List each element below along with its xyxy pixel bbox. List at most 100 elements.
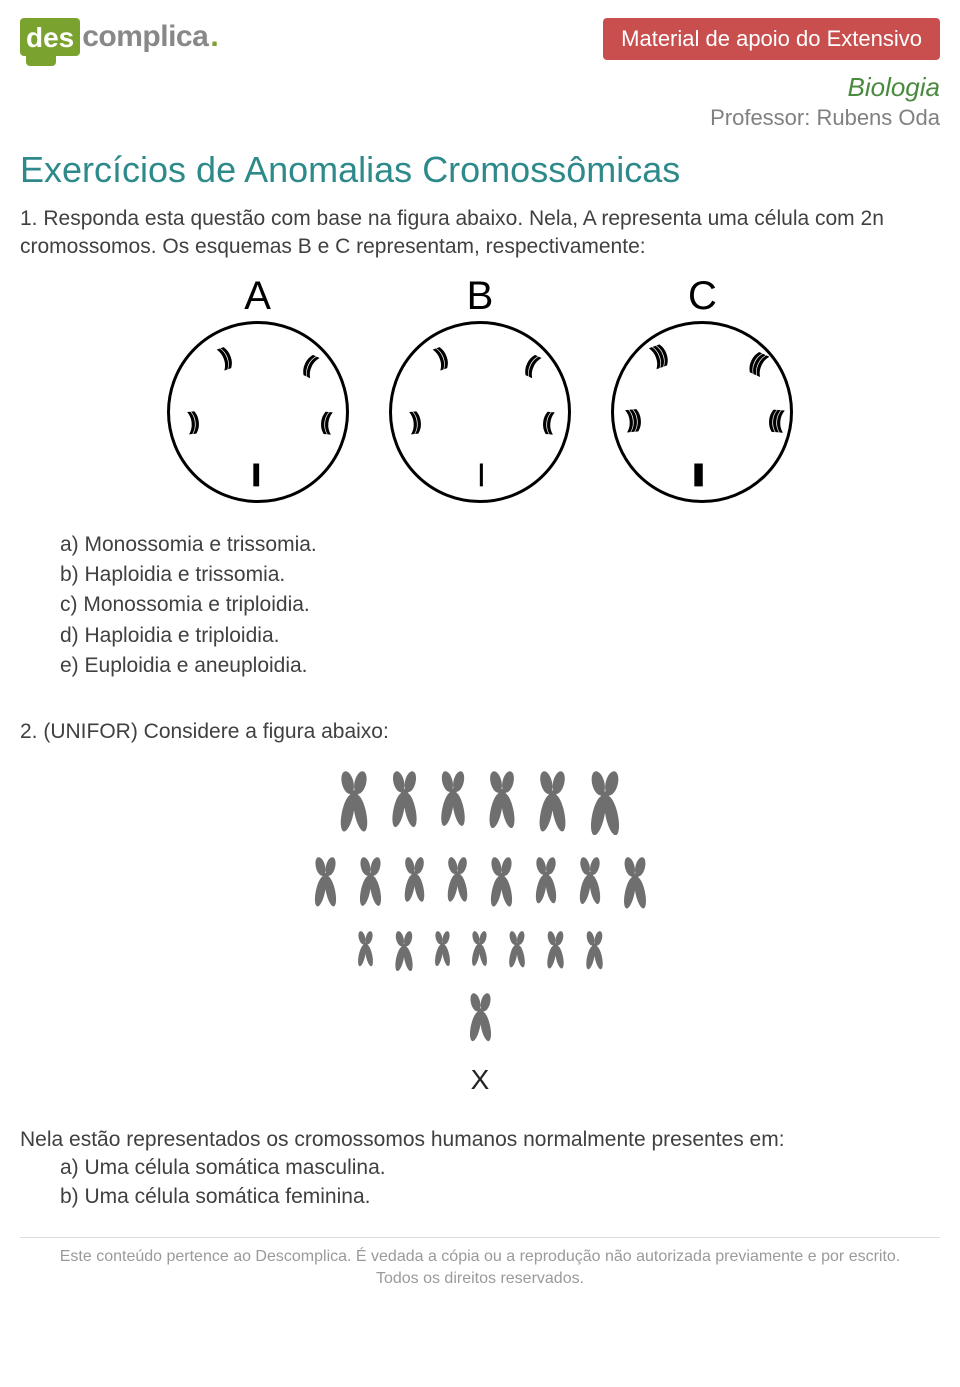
chromosome-icon	[356, 931, 375, 966]
q1-option-d: d) Haploidia e triploidia.	[60, 622, 940, 650]
logo-dot: .	[210, 20, 218, 54]
cell-a: A )) (( )) (( ||	[167, 274, 349, 503]
chromosome-icon	[486, 771, 518, 836]
q1-option-a: a) Monossomia e trissomia.	[60, 531, 940, 559]
page-title: Exercícios de Anomalias Cromossômicas	[20, 149, 940, 191]
cell-b-circle: )) (( )) (( |	[389, 321, 571, 503]
karyotype-diagram: X	[20, 771, 940, 1096]
chromosome-icon	[337, 771, 371, 832]
chromosome-icon	[584, 931, 605, 971]
chromosome-icon	[470, 931, 489, 971]
chromosome-icon	[389, 771, 420, 827]
chromosome-icon	[445, 857, 470, 909]
karyotype-row-1	[20, 771, 940, 836]
chromosome-icon	[357, 857, 384, 906]
chromosome-icon	[402, 857, 427, 909]
question-2-prompt: 2. (UNIFOR) Considere a figura abaixo:	[20, 718, 940, 746]
chromo-icon: ((	[319, 409, 329, 434]
chromo-icon: )))	[625, 407, 639, 432]
footer-line-1: Este conteúdo pertence ao Descomplica. É…	[30, 1246, 930, 1268]
cell-a-circle: )) (( )) (( ||	[167, 321, 349, 503]
karyotype-row-3	[20, 931, 940, 971]
chromosome-icon	[337, 771, 371, 836]
chromosome-icon	[312, 857, 339, 909]
chromo-icon: ))	[409, 409, 419, 434]
chromosome-icon	[587, 771, 623, 836]
karyotype-x-label: X	[20, 1064, 940, 1096]
logo-des: des	[20, 18, 80, 56]
chromo-icon: ((	[299, 351, 316, 376]
chromosome-icon	[357, 857, 384, 909]
cell-b: B )) (( )) (( |	[389, 274, 571, 503]
material-badge: Material de apoio do Extensivo	[603, 18, 940, 60]
q1-option-c: c) Monossomia e triploidia.	[60, 591, 940, 619]
chromosome-icon	[621, 857, 649, 909]
chromosome-icon	[438, 771, 468, 826]
cell-a-label: A	[167, 274, 349, 319]
chromosome-icon	[587, 771, 623, 836]
header-right: Material de apoio do Extensivo Biologia …	[603, 18, 940, 131]
chromo-icon: ((	[521, 351, 538, 376]
chromo-icon: ))	[432, 345, 448, 370]
question-1-prompt: 1. Responda esta questão com base na fig…	[20, 205, 940, 262]
chromosome-icon	[621, 857, 649, 909]
q2-option-a: a) Uma célula somática masculina.	[60, 1154, 940, 1182]
page-footer: Este conteúdo pertence ao Descomplica. É…	[20, 1237, 940, 1289]
chromo-icon: ||	[252, 462, 257, 486]
chromosome-icon	[356, 931, 375, 971]
chromosome-icon	[577, 857, 603, 909]
cells-diagram: A )) (( )) (( || B )) (( )) (( | C ))) (…	[20, 274, 940, 503]
chromosome-icon	[577, 857, 603, 904]
chromosome-icon	[393, 931, 415, 971]
chromosome-icon	[470, 931, 489, 966]
cell-c-label: C	[611, 274, 793, 319]
page-header: des complica . Material de apoio do Exte…	[20, 18, 940, 131]
q2-option-b: b) Uma célula somática feminina.	[60, 1183, 940, 1211]
chromosome-icon	[533, 857, 559, 909]
chromo-icon: (((	[746, 348, 767, 375]
chromosome-icon	[433, 931, 452, 971]
chromosome-icon	[507, 931, 527, 971]
chromosome-icon	[536, 771, 569, 836]
cell-c: C ))) ((( ))) ((( |||	[611, 274, 793, 503]
q1-option-b: b) Haploidia e trissomia.	[60, 561, 940, 589]
chromosome-icon	[467, 993, 494, 1041]
chromosome-icon	[545, 931, 566, 971]
question-2-followup: Nela estão representados os cromossomos …	[20, 1126, 940, 1154]
chromosome-icon	[488, 857, 515, 909]
professor-label: Professor: Rubens Oda	[603, 105, 940, 131]
footer-line-2: Todos os direitos reservados.	[30, 1268, 930, 1290]
q1-option-e: e) Euploidia e aneuploidia.	[60, 652, 940, 680]
chromosome-icon	[533, 857, 559, 904]
chromosome-icon	[393, 931, 415, 971]
chromosome-icon	[488, 857, 515, 907]
chromosome-icon	[312, 857, 339, 907]
chromosome-icon	[445, 857, 470, 902]
chromosome-icon	[402, 857, 427, 902]
chromosome-icon	[433, 931, 452, 966]
logo: des complica .	[20, 18, 219, 56]
karyotype-row-4	[20, 993, 940, 1041]
cell-b-label: B	[389, 274, 571, 319]
chromosome-icon	[389, 771, 420, 836]
question-1-options: a) Monossomia e trissomia. b) Haploidia …	[60, 531, 940, 681]
karyotype-row-2	[20, 857, 940, 909]
chromo-icon: )))	[649, 342, 668, 369]
chromo-icon: ))	[187, 409, 197, 434]
chromo-icon: ))	[216, 345, 232, 370]
chromosome-icon	[486, 771, 518, 828]
chromosome-icon	[545, 931, 566, 969]
chromo-icon: |||	[692, 462, 700, 486]
chromosome-icon	[507, 931, 527, 968]
chromosome-icon	[467, 993, 494, 1041]
chromosome-icon	[536, 771, 569, 832]
subject-label: Biologia	[603, 72, 940, 103]
chromosome-icon	[584, 931, 605, 970]
chromo-icon: ((	[541, 409, 551, 434]
logo-complica: complica	[82, 20, 208, 54]
cell-c-circle: ))) ((( ))) ((( |||	[611, 321, 793, 503]
chromo-icon: |	[478, 462, 485, 486]
chromo-icon: (((	[767, 407, 781, 432]
question-2-options: a) Uma célula somática masculina. b) Uma…	[60, 1154, 940, 1211]
chromosome-icon	[438, 771, 468, 836]
